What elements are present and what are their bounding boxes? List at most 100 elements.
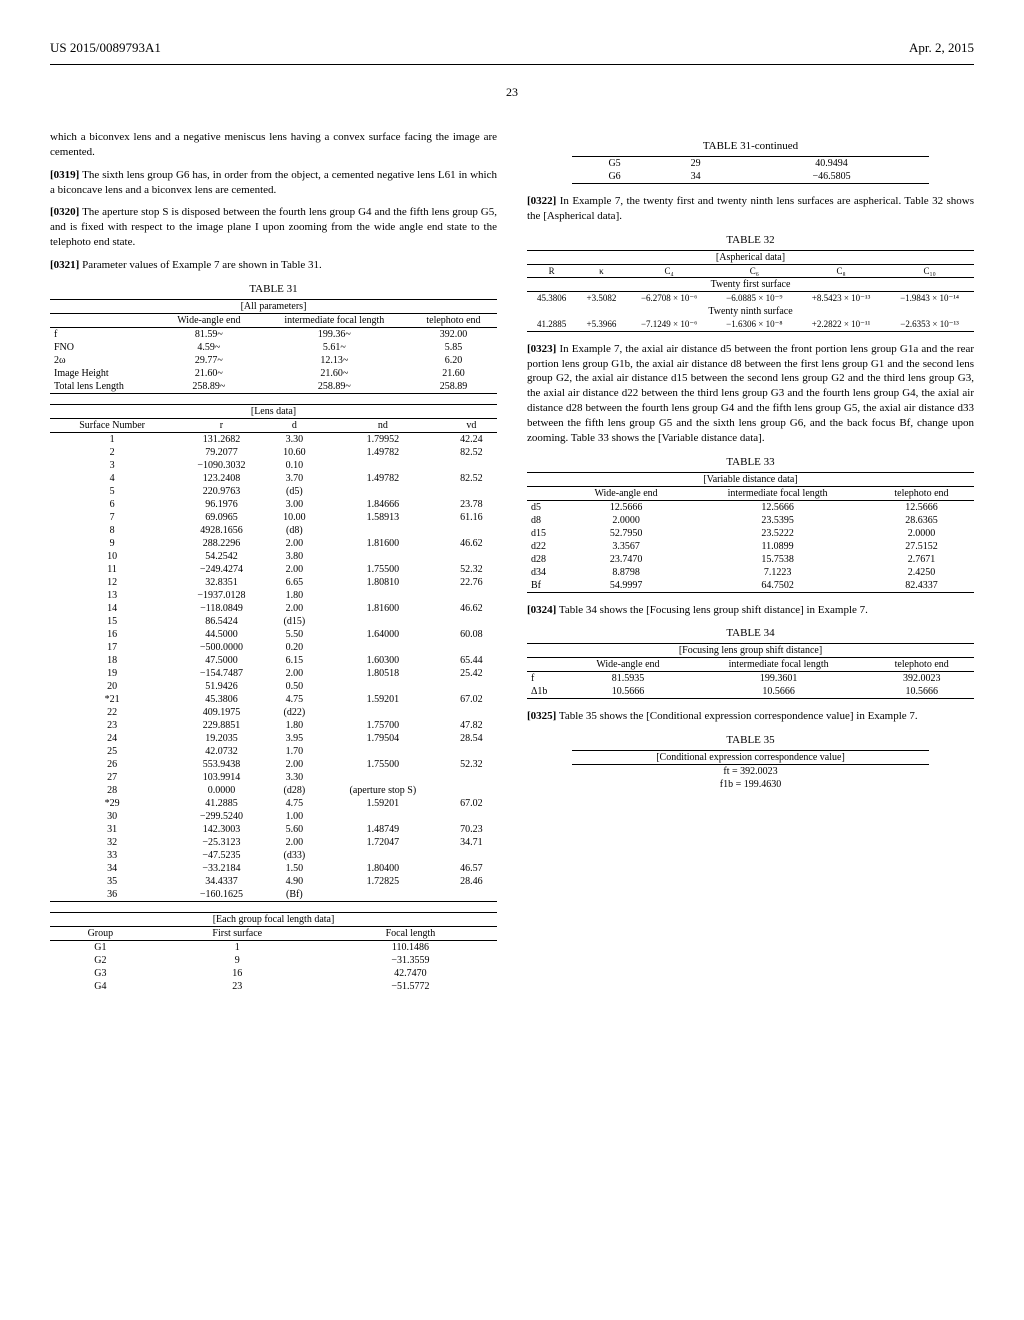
table-cell: 54.9997 — [566, 579, 686, 593]
table-cell: 46.62 — [446, 602, 497, 615]
table31-continued: G52940.9494G634−46.5805 — [572, 156, 930, 184]
table-cell: (d33) — [269, 849, 320, 862]
table33-subtitle: [Variable distance data] — [527, 472, 974, 486]
table-cell: 409.1975 — [174, 706, 268, 719]
table-cell: 1.81600 — [320, 537, 446, 550]
table-cell: 0.10 — [269, 459, 320, 472]
table-cell: −6.2708 × 10⁻⁶ — [627, 291, 712, 305]
table-cell: 3.3567 — [566, 540, 686, 553]
table-cell — [446, 524, 497, 537]
table-cell: 1.00 — [269, 810, 320, 823]
table-cell: R — [527, 264, 576, 277]
table-cell: −249.4274 — [174, 563, 268, 576]
table-cell: 3.00 — [269, 498, 320, 511]
table-row: d512.566612.566612.5666 — [527, 500, 974, 514]
table-cell — [320, 680, 446, 693]
table-cell: 392.0023 — [869, 672, 974, 686]
table-cell: 1.80 — [269, 589, 320, 602]
table-cell: 1.60300 — [320, 654, 446, 667]
table-row: 14−118.08492.001.8160046.62 — [50, 602, 497, 615]
table-cell: G5 — [572, 157, 658, 171]
table-cell: d — [269, 418, 320, 432]
table-cell: 2.0000 — [566, 514, 686, 527]
table-cell: −46.5805 — [734, 170, 930, 184]
table-cell: Surface Number — [50, 418, 174, 432]
table-cell — [320, 459, 446, 472]
para-text-0319: The sixth lens group G6 has, in order fr… — [50, 169, 497, 196]
table-cell: Image Height — [50, 367, 159, 380]
table-row: Bf54.999764.750282.4337 — [527, 579, 974, 593]
table31-groups: [Each group focal length data] GroupFirs… — [50, 912, 497, 993]
table-cell: 34 — [657, 170, 733, 184]
table-cell: C₆ — [712, 264, 797, 277]
table-cell: 23.5395 — [686, 514, 869, 527]
table-cell: 23.5222 — [686, 527, 869, 540]
table-cell: f — [50, 327, 159, 341]
table-cell: 52.32 — [446, 563, 497, 576]
table-cell: 67.02 — [446, 797, 497, 810]
table-row: Total lens Length258.89~258.89~258.89 — [50, 380, 497, 394]
table33-title: TABLE 33 — [527, 456, 974, 468]
table-row: 2ω29.77~12.13~6.20 — [50, 354, 497, 367]
table-cell: 12 — [50, 576, 174, 589]
table-cell: Wide-angle end — [568, 658, 688, 672]
table-cell: 65.44 — [446, 654, 497, 667]
table-cell: 11 — [50, 563, 174, 576]
paragraph-cont: which a biconvex lens and a negative men… — [50, 130, 497, 160]
table-cell: 229.8851 — [174, 719, 268, 732]
table-cell: 1.75700 — [320, 719, 446, 732]
table-row: 1847.50006.151.6030065.44 — [50, 654, 497, 667]
table-cell: 3.30 — [269, 771, 320, 784]
table-cell: G6 — [572, 170, 658, 184]
table-cell: 17 — [50, 641, 174, 654]
table-cell: 21.60~ — [259, 367, 410, 380]
table-cell: (aperture stop S) — [320, 784, 446, 797]
table-row: 280.0000(d28)(aperture stop S) — [50, 784, 497, 797]
table-cell: G2 — [50, 954, 151, 967]
table31-lens: [Lens data] Surface Numberrdndvd 1131.26… — [50, 404, 497, 902]
table-cell: 27.5152 — [869, 540, 974, 553]
table-row: 19−154.74872.001.8051825.42 — [50, 667, 497, 680]
table-cell: 1.80810 — [320, 576, 446, 589]
table-cell: 2.00 — [269, 537, 320, 550]
table-row: 769.096510.001.5891361.16 — [50, 511, 497, 524]
table-cell: 29.77~ — [159, 354, 259, 367]
table-cell: 32 — [50, 836, 174, 849]
table-cell: 199.36~ — [259, 327, 410, 341]
table-cell: 1.49782 — [320, 446, 446, 459]
table-cell: 6.20 — [410, 354, 497, 367]
table-cell: 27 — [50, 771, 174, 784]
content-columns: which a biconvex lens and a negative men… — [50, 130, 974, 1003]
page-number: 23 — [50, 85, 974, 100]
table-cell: Δ1b — [527, 685, 568, 699]
table-cell: Wide-angle end — [159, 313, 259, 327]
table-cell: 4.75 — [269, 797, 320, 810]
table-row: 3−1090.30320.10 — [50, 459, 497, 472]
table-cell: 42.0732 — [174, 745, 268, 758]
table-cell: 79.2077 — [174, 446, 268, 459]
table-cell: 9 — [151, 954, 324, 967]
paragraph-0321: [0321] Parameter values of Example 7 are… — [50, 258, 497, 273]
table-cell: intermediate focal length — [688, 658, 870, 672]
table-row: 2542.07321.70 — [50, 745, 497, 758]
table-cell: 1.59201 — [320, 797, 446, 810]
table-cell: 41.2885 — [174, 797, 268, 810]
table-row: Δ1b10.566610.566610.5666 — [527, 685, 974, 699]
table-row: 5220.9763(d5) — [50, 485, 497, 498]
table-cell: 36 — [50, 888, 174, 902]
table-cell: 1.75500 — [320, 758, 446, 771]
table-cell: 82.4337 — [869, 579, 974, 593]
table-cell: 61.16 — [446, 511, 497, 524]
table-cell — [446, 849, 497, 862]
table-cell: 7 — [50, 511, 174, 524]
table-cell: C₁₀ — [885, 264, 974, 277]
table-cell — [320, 771, 446, 784]
table-cell: Bf — [527, 579, 566, 593]
table-cell: 23 — [151, 980, 324, 993]
table-row: 1054.25423.80 — [50, 550, 497, 563]
table-cell: d8 — [527, 514, 566, 527]
table-cell — [320, 745, 446, 758]
table-cell: 1.72825 — [320, 875, 446, 888]
table-row: d1552.795023.52222.0000 — [527, 527, 974, 540]
table-cell: (d22) — [269, 706, 320, 719]
